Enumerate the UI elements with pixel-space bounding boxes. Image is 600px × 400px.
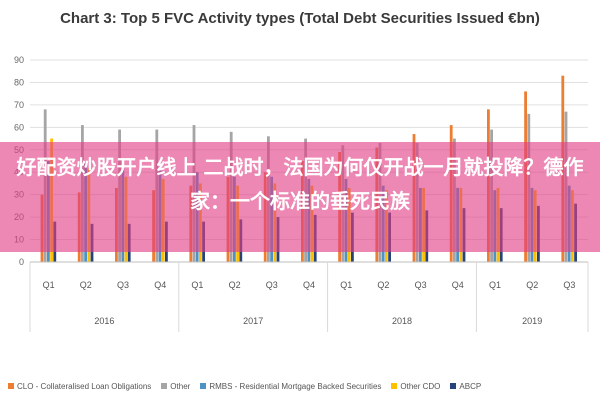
x-tick-label: Q2 [229, 280, 241, 290]
legend-item: Other CDO [391, 382, 440, 391]
overlay-banner [0, 142, 600, 252]
x-tick-label: Q4 [452, 280, 464, 290]
x-tick-label: Q3 [266, 280, 278, 290]
x-tick-label: Q2 [377, 280, 389, 290]
legend-item: CLO - Collateralised Loan Obligations [8, 382, 151, 391]
legend-item: RMBS - Residential Mortgage Backed Secur… [200, 382, 381, 391]
x-tick-label: Q1 [43, 280, 55, 290]
x-tick-label: Q1 [191, 280, 203, 290]
legend-swatch [391, 383, 398, 389]
overlay-banner-text: 好配资炒股开户线上 二战时，法国为何仅开战一月就投降？德作家：一个标准的垂死民族 [16, 155, 584, 213]
y-tick-label: 80 [14, 77, 24, 87]
y-tick-label: 0 [19, 257, 24, 267]
x-tick-label: Q3 [563, 280, 575, 290]
x-tick-label: Q3 [415, 280, 427, 290]
year-label: 2017 [243, 316, 263, 326]
legend-label: ABCP [459, 381, 482, 391]
y-tick-label: 60 [14, 122, 24, 132]
x-tick-label: Q1 [340, 280, 352, 290]
year-label: 2019 [522, 316, 542, 326]
legend-item: ABCP [450, 382, 481, 391]
legend-swatch [450, 383, 457, 389]
x-tick-label: Q4 [303, 280, 315, 290]
year-label: 2018 [392, 316, 412, 326]
x-tick-label: Q2 [80, 280, 92, 290]
legend-label: RMBS - Residential Mortgage Backed Secur… [209, 381, 382, 391]
legend-label: Other CDO [400, 381, 441, 391]
x-tick-label: Q3 [117, 280, 129, 290]
x-tick-label: Q4 [154, 280, 166, 290]
y-tick-label: 70 [14, 100, 24, 110]
legend-label: CLO - Collateralised Loan Obligations [17, 381, 152, 391]
legend-swatch [8, 383, 14, 389]
legend-label: Other [170, 381, 191, 391]
x-tick-label: Q1 [489, 280, 501, 290]
legend-swatch [161, 383, 168, 389]
chart-legend: CLO - Collateralised Loan Obligations Oth… [8, 378, 600, 394]
legend-swatch [200, 383, 207, 389]
legend-item: Other [161, 382, 190, 391]
y-tick-label: 90 [14, 55, 24, 65]
chart-title: Chart 3: Top 5 FVC Activity types (Total… [60, 10, 540, 27]
year-label: 2016 [94, 316, 114, 326]
x-tick-label: Q2 [526, 280, 538, 290]
